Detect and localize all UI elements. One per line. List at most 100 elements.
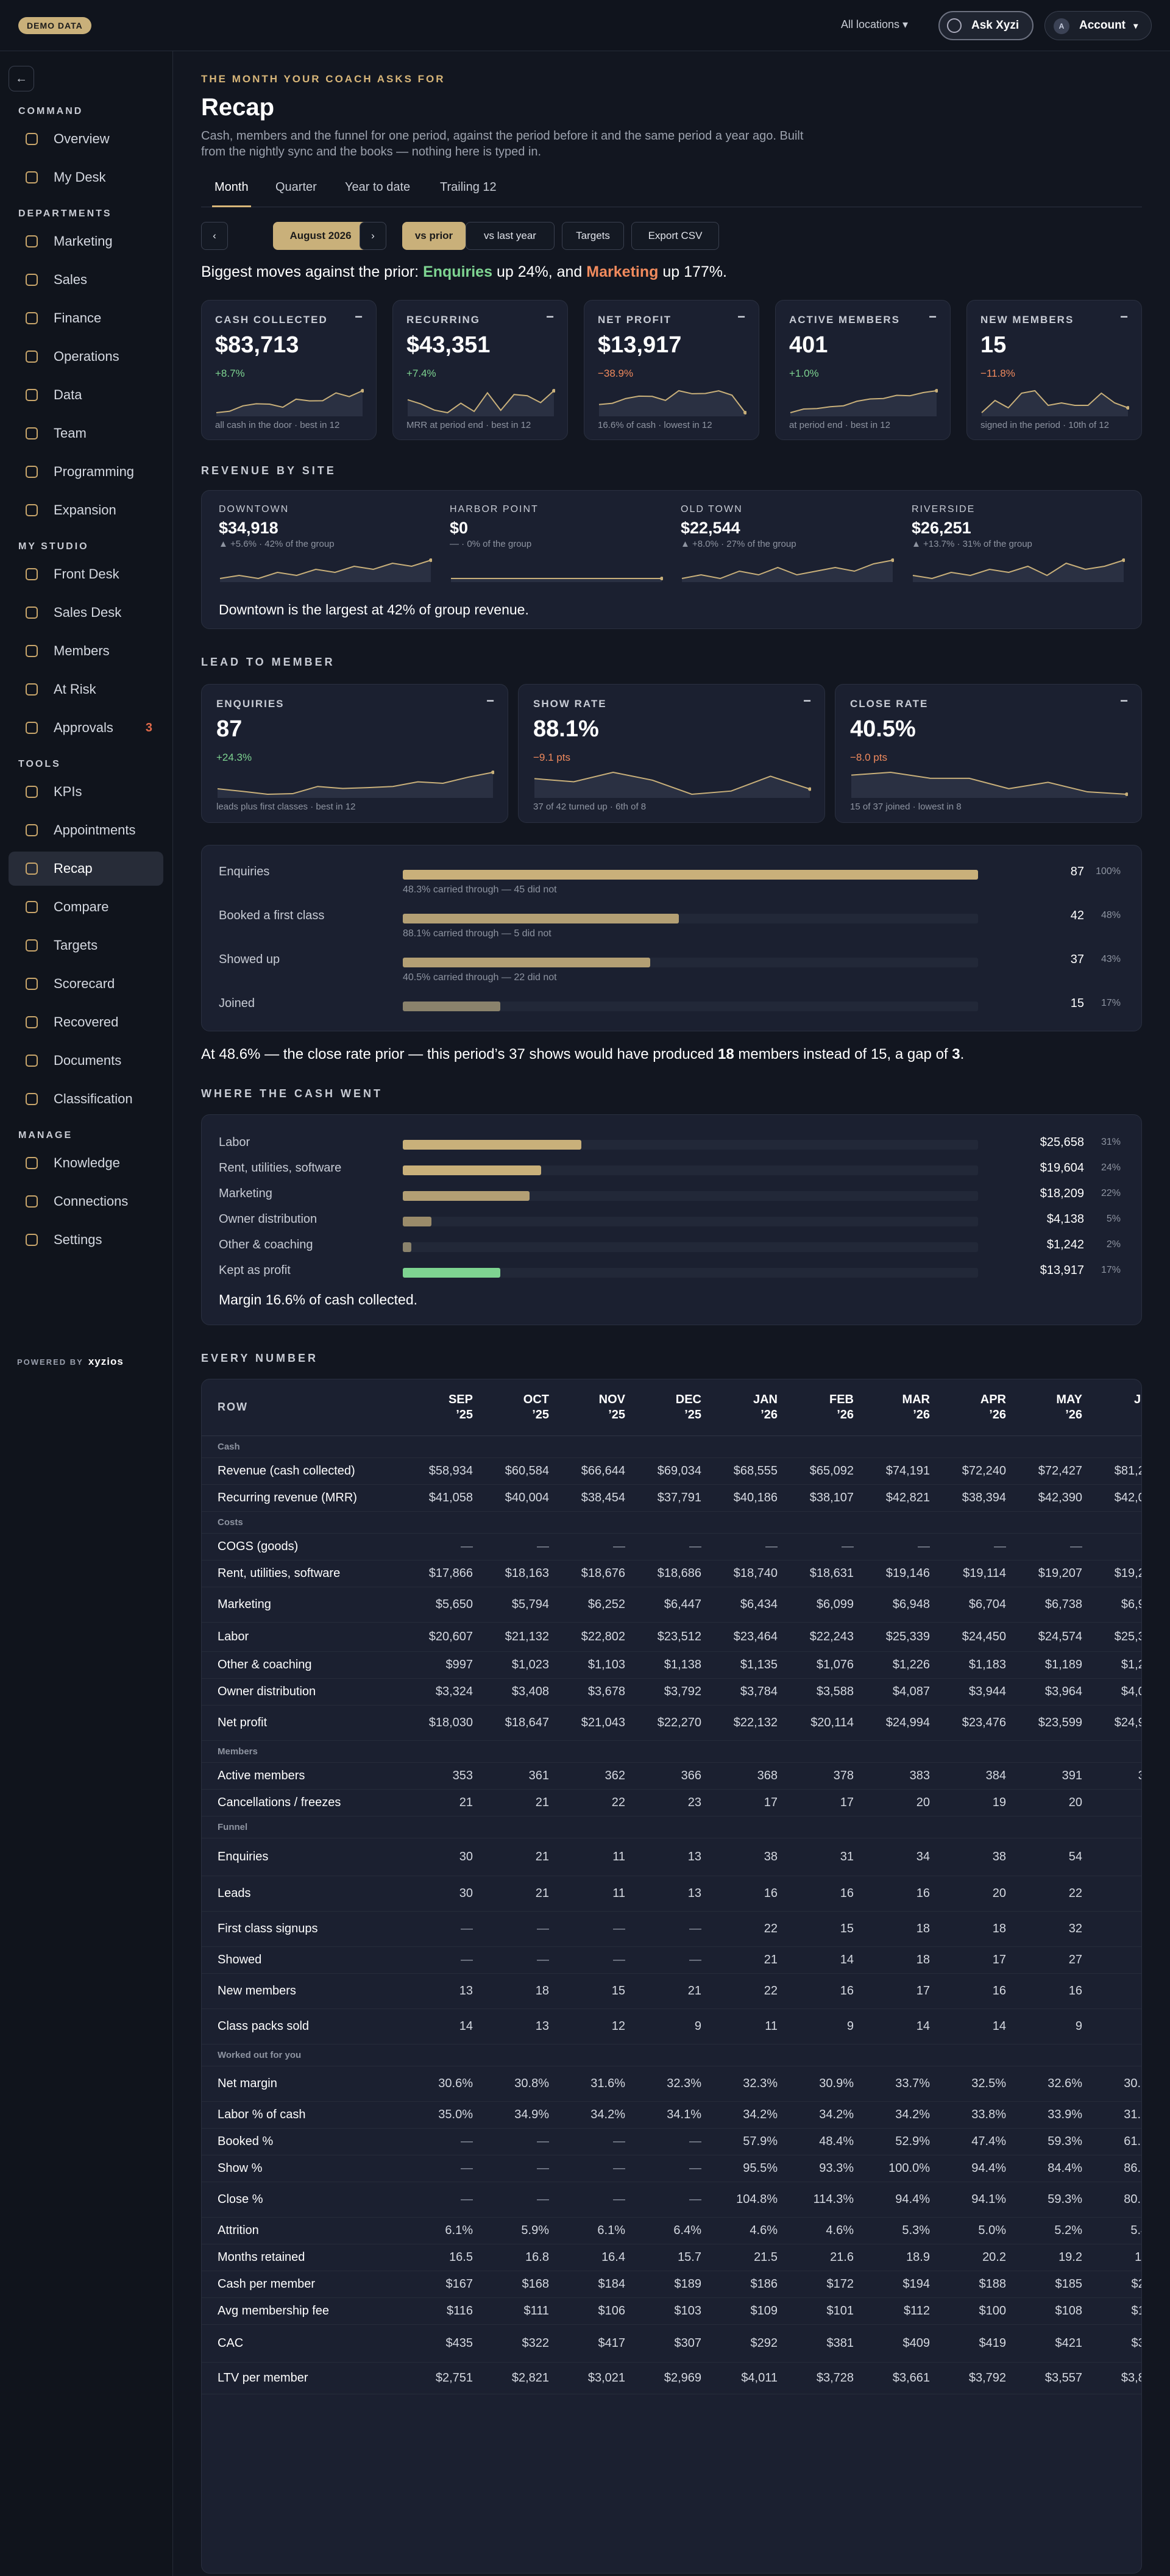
- funnel-card: Enquiries 87 100% 48.3% carried through — 4…: [201, 845, 1142, 1031]
- month-column-header[interactable]: MAY ’26: [1012, 1379, 1088, 1436]
- table-cell: $3,021: [555, 2362, 631, 2394]
- sidebar-item-knowledge[interactable]: book-icon Knowledge: [9, 1146, 163, 1180]
- account-menu-button[interactable]: A Account ▾: [1044, 11, 1152, 40]
- prev-period-button[interactable]: ‹: [201, 222, 228, 250]
- funnel-bar-track: [403, 958, 978, 967]
- sidebar-item-label: Sales: [54, 272, 88, 287]
- month-column-header[interactable]: DEC ’25: [631, 1379, 707, 1436]
- funnel-count: 87: [1070, 865, 1084, 878]
- month-column-header[interactable]: JAN ’26: [707, 1379, 784, 1436]
- collapse-button[interactable]: −: [929, 309, 937, 324]
- sidebar-item-marketing[interactable]: megaphone-icon Marketing: [9, 224, 163, 258]
- sidebar-item-expansion[interactable]: compass-icon Expansion: [9, 493, 163, 527]
- table-cell: 33.9%: [1012, 2101, 1088, 2129]
- table-cell: 5.0%: [936, 2217, 1012, 2244]
- table-cell: $22,132: [707, 1705, 784, 1741]
- month-column-header[interactable]: OCT ’25: [479, 1379, 555, 1436]
- table-cell: $419: [936, 2324, 1012, 2363]
- sidebar-item-classification[interactable]: tag-icon Classification: [9, 1082, 163, 1116]
- month-column-header[interactable]: NOV ’25: [555, 1379, 631, 1436]
- table-cell: 12: [1088, 2008, 1141, 2044]
- table-row: Attrition 6.1% 5.9% 6.1% 6.4% 4.6% 4.6% 5.3% 5.0…: [202, 2217, 1141, 2244]
- table-cell: 30.7%: [1088, 2066, 1141, 2102]
- calendar-icon: calendar-icon: [26, 466, 38, 478]
- table-cell: 93.3%: [784, 2155, 860, 2182]
- sidebar-item-at-risk[interactable]: user-alert-icon At Risk: [9, 672, 163, 706]
- table-cell: 11: [555, 1876, 631, 1912]
- sidebar-item-connections[interactable]: link-icon Connections: [9, 1184, 163, 1219]
- tab-year-to-date[interactable]: Year to date: [345, 180, 411, 194]
- sparkline-area: [790, 391, 937, 416]
- where-cash-went-heading: WHERE THE CASH WENT: [201, 1087, 383, 1100]
- cash-percent: 31%: [1101, 1137, 1121, 1147]
- ask-xyzi-button[interactable]: Ask Xyzi: [938, 11, 1034, 40]
- location-selector[interactable]: All locations ▾: [841, 18, 909, 30]
- sidebar-item-overview[interactable]: grid-icon Overview: [9, 122, 163, 156]
- lead-footnote: 15 of 37 joined · lowest in 8: [850, 802, 962, 812]
- sidebar-item-data[interactable]: chart-icon Data: [9, 378, 163, 412]
- sidebar-item-members[interactable]: people-icon Members: [9, 634, 163, 668]
- cash-amount: $1,242: [1046, 1238, 1084, 1251]
- collapse-button[interactable]: −: [355, 309, 363, 324]
- month-column-header[interactable]: FEB ’26: [784, 1379, 860, 1436]
- sidebar-item-operations[interactable]: clipboard-icon Operations: [9, 340, 163, 374]
- export-csv-button[interactable]: Export CSV: [631, 222, 719, 250]
- sidebar-item-appointments[interactable]: layers-icon Appointments: [9, 813, 163, 847]
- period-selector[interactable]: August 2026: [273, 222, 368, 250]
- vs-last-year-toggle[interactable]: vs last year: [466, 222, 555, 250]
- tab-month[interactable]: Month: [212, 177, 251, 207]
- funnel-bar-track: [403, 1002, 978, 1011]
- sidebar-item-sales-desk[interactable]: chat-icon Sales Desk: [9, 596, 163, 630]
- sidebar-item-recovered[interactable]: refresh-icon Recovered: [9, 1005, 163, 1039]
- sidebar-item-compare[interactable]: bar-chart-icon Compare: [9, 890, 163, 924]
- vs-prior-toggle[interactable]: vs prior: [402, 222, 466, 250]
- collapse-button[interactable]: −: [486, 693, 494, 708]
- funnel-count: 37: [1070, 953, 1084, 966]
- sidebar-item-recap[interactable]: document-check-icon Recap: [9, 852, 163, 886]
- sidebar-item-approvals[interactable]: check-circle-icon Approvals 3: [9, 711, 163, 745]
- sidebar-item-kpis[interactable]: sliders-icon KPIs: [9, 775, 163, 809]
- sidebar-item-my-desk[interactable]: inbox-icon My Desk: [9, 160, 163, 194]
- sidebar-item-label: Sales Desk: [54, 605, 122, 620]
- sidebar-item-label: Programming: [54, 464, 135, 479]
- sparkline-line: [598, 390, 746, 413]
- tab-trailing-12[interactable]: Trailing 12: [440, 180, 497, 194]
- table-cell: $188: [936, 2271, 1012, 2298]
- month-column-header[interactable]: APR ’26: [936, 1379, 1012, 1436]
- table-cell: $109: [707, 2297, 784, 2325]
- sidebar-item-documents[interactable]: file-icon Documents: [9, 1044, 163, 1078]
- sidebar-item-programming[interactable]: calendar-icon Programming: [9, 455, 163, 489]
- table-cell: 30.9%: [784, 2066, 860, 2102]
- collapse-button[interactable]: −: [1120, 309, 1128, 324]
- collapse-button[interactable]: −: [803, 693, 811, 708]
- table-cell: $421: [1012, 2324, 1088, 2363]
- sidebar-item-front-desk[interactable]: bell-icon Front Desk: [9, 557, 163, 591]
- collapse-button[interactable]: −: [1120, 693, 1128, 708]
- month-name: FEB: [829, 1392, 854, 1406]
- next-period-button[interactable]: ›: [360, 222, 386, 250]
- sidebar-item-scorecard[interactable]: gauge-icon Scorecard: [9, 967, 163, 1001]
- month-column-header[interactable]: JUN ’26: [1088, 1379, 1141, 1436]
- month-column-header[interactable]: SEP ’25: [403, 1379, 479, 1436]
- sidebar-item-finance[interactable]: banknote-icon Finance: [9, 301, 163, 335]
- targets-button[interactable]: Targets: [562, 222, 624, 250]
- sidebar-item-targets[interactable]: target-icon Targets: [9, 928, 163, 962]
- sidebar-item-label: Compare: [54, 899, 109, 914]
- tab-quarter[interactable]: Quarter: [275, 180, 317, 194]
- month-column-header[interactable]: MAR ’26: [860, 1379, 936, 1436]
- table-cell: $38,454: [555, 1484, 631, 1512]
- kpi-footnote: all cash in the door · best in 12: [215, 420, 340, 430]
- margin-note: Margin 16.6% of cash collected.: [219, 1292, 418, 1308]
- sidebar-item-team[interactable]: people-icon Team: [9, 416, 163, 450]
- table-cell: —: [1088, 1533, 1141, 1560]
- table-cell: $19,235: [1088, 1560, 1141, 1587]
- collapse-button[interactable]: −: [546, 309, 554, 324]
- table-cell: 16: [860, 1876, 936, 1912]
- site-revenue: $26,251: [912, 519, 971, 537]
- back-arrow-icon[interactable]: ←: [9, 66, 34, 91]
- table-cell: 15.7: [631, 2244, 707, 2271]
- nav-section-my-studio: MY STUDIO: [18, 541, 89, 552]
- sidebar-item-settings[interactable]: settings-icon Settings: [9, 1223, 163, 1257]
- sidebar-item-sales[interactable]: funnel-icon Sales: [9, 263, 163, 297]
- collapse-button[interactable]: −: [737, 309, 745, 324]
